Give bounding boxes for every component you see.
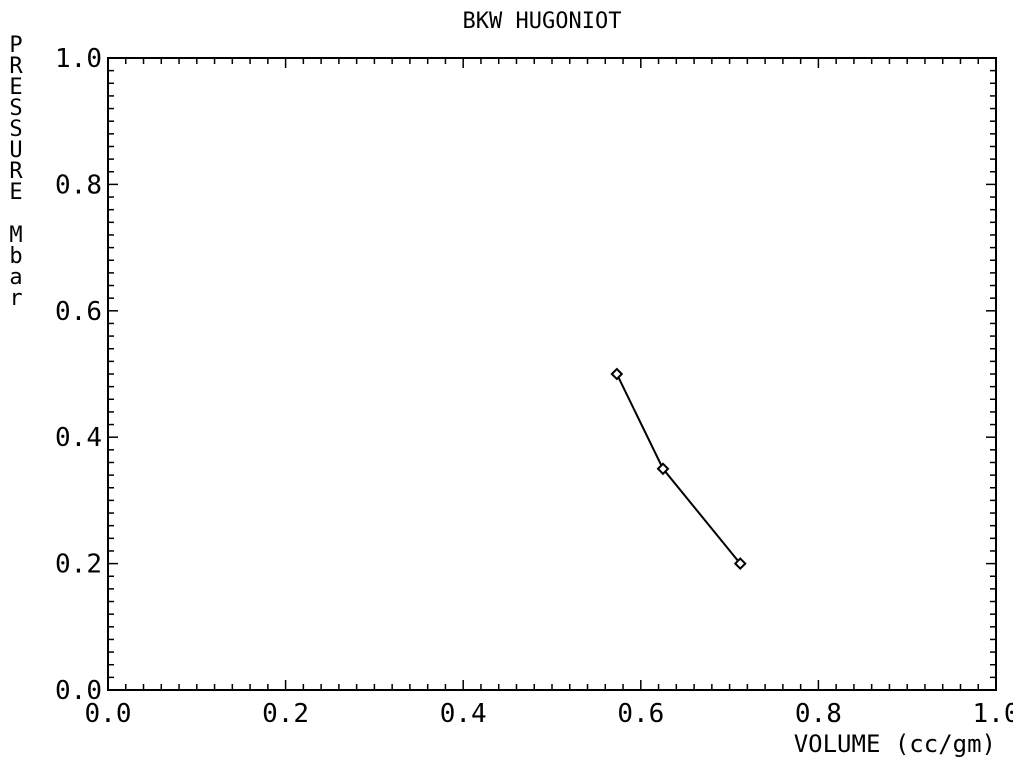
y-tick-label: 0.4	[55, 423, 102, 453]
x-tick-label: 0.0	[85, 699, 132, 729]
y-tick-label: 0.6	[55, 297, 102, 327]
x-tick-label: 0.8	[795, 699, 842, 729]
y-tick-label: 1.0	[55, 44, 102, 74]
x-tick-label: 0.6	[617, 699, 664, 729]
y-tick-labels: 0.0 0.2 0.4 0.6 0.8 1.0	[55, 44, 102, 706]
y-axis-label-char: S	[9, 117, 22, 142]
minor-ticks	[107, 57, 997, 691]
y-axis-label-char: R	[9, 54, 23, 79]
series-layer	[610, 367, 747, 571]
x-tick-label: 1.0	[973, 699, 1013, 729]
chart-title: BKW HUGONIOT	[463, 9, 622, 34]
y-axis-label-char: a	[9, 265, 22, 290]
y-axis-label-char: S	[9, 96, 22, 121]
y-tick-label: 0.2	[55, 550, 102, 580]
series-line	[615, 373, 742, 565]
y-axis-label-char: M	[9, 223, 22, 248]
data-point-marker	[733, 557, 747, 571]
x-tick-label: 0.4	[440, 699, 487, 729]
y-axis-label-char: b	[9, 244, 22, 269]
data-point-marker	[610, 367, 624, 381]
data-point-marker	[656, 462, 670, 476]
x-tick-labels: 0.0 0.2 0.4 0.6 0.8 1.0	[85, 699, 1013, 729]
y-tick-label: 0.0	[55, 676, 102, 706]
x-tick-label: 0.2	[262, 699, 309, 729]
y-axis-label-char: r	[9, 286, 22, 311]
y-axis-label-char: U	[9, 138, 22, 163]
y-tick-label: 0.8	[55, 170, 102, 200]
y-axis-label-char: E	[9, 180, 22, 205]
y-axis-label-char: E	[9, 75, 22, 100]
y-axis-label-char: R	[9, 159, 23, 184]
y-axis-label-char: P	[9, 33, 22, 58]
x-axis-label: VOLUME (cc/gm)	[794, 730, 996, 758]
plot-frame	[107, 57, 997, 691]
